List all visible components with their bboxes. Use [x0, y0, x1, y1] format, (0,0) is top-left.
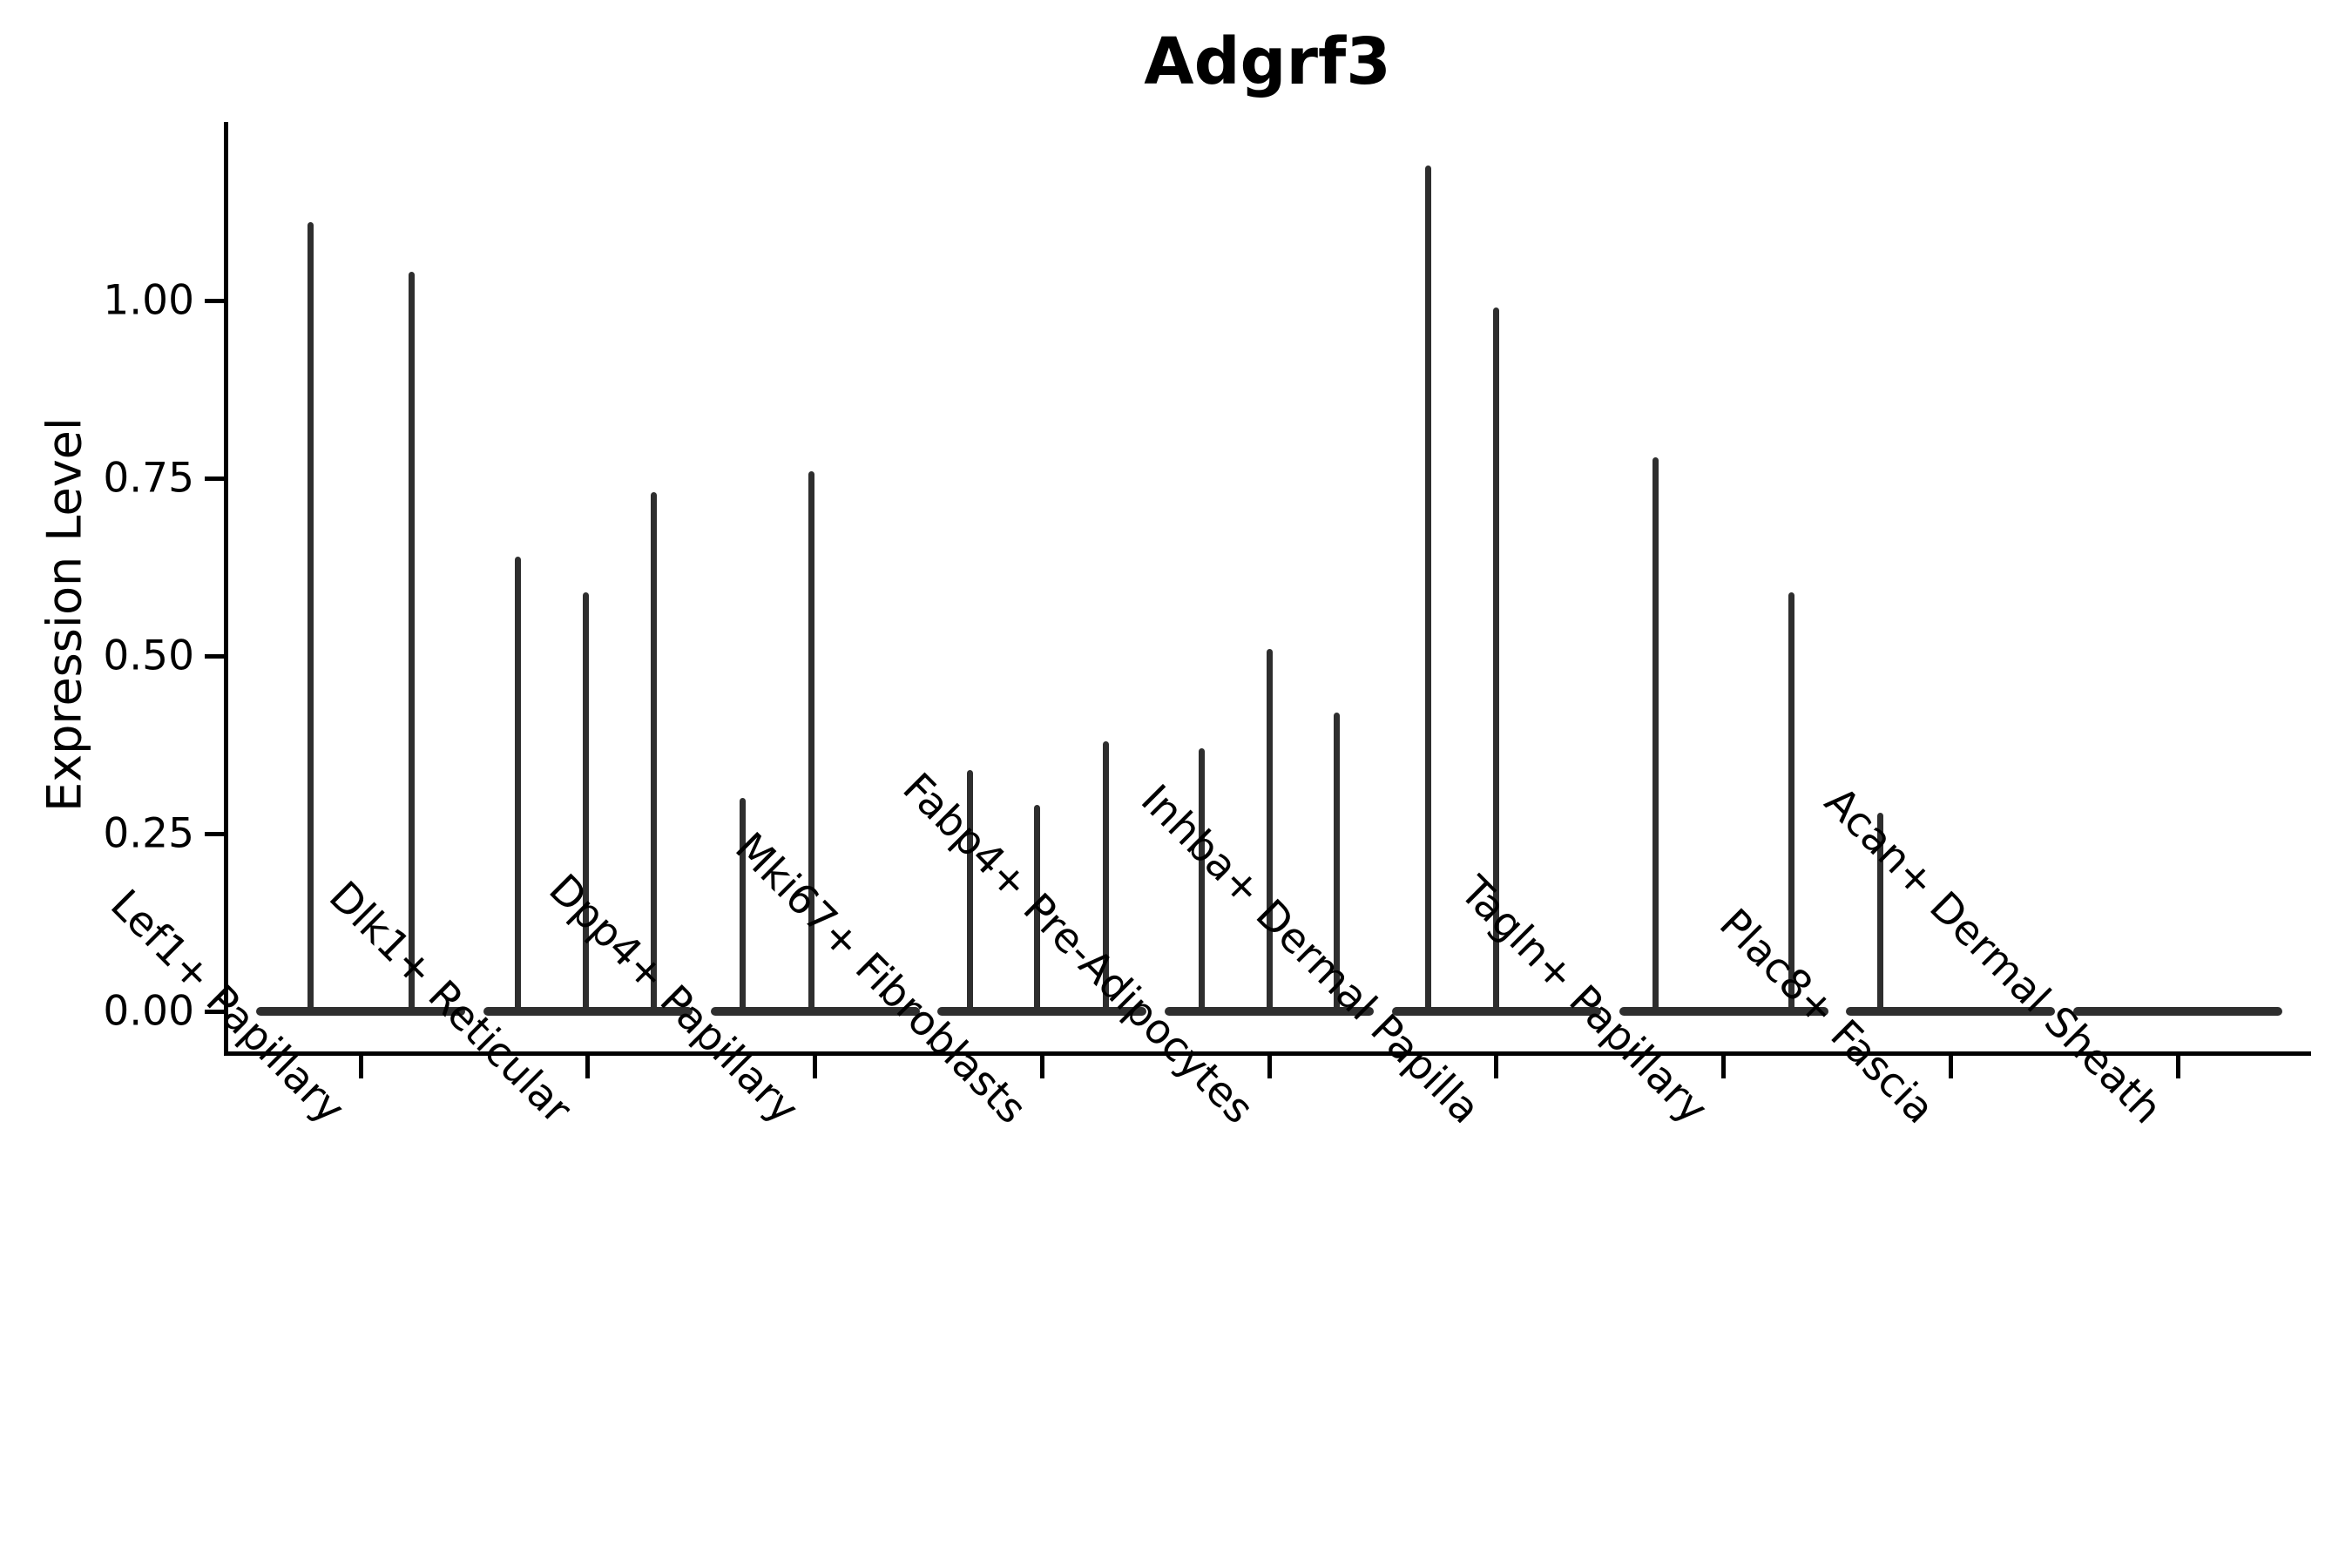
violin-spike — [1033, 805, 1040, 1011]
x-tick-label: Dlk1+ Reticular — [320, 872, 581, 1133]
y-tick — [205, 1009, 226, 1014]
violin-spike — [307, 222, 314, 1011]
violin-spike — [1266, 648, 1273, 1011]
violin-spike — [808, 470, 814, 1011]
x-tick — [1494, 1056, 1499, 1078]
violin-baseline — [710, 1007, 920, 1016]
violin-spike — [651, 492, 658, 1011]
violin-baseline — [937, 1007, 1147, 1016]
x-tick — [2175, 1056, 2180, 1078]
violin-baseline — [1619, 1007, 1828, 1016]
y-tick-label: 1.00 — [103, 276, 194, 325]
x-tick — [1267, 1056, 1272, 1078]
violin-spike — [1333, 713, 1340, 1011]
x-tick — [358, 1056, 363, 1078]
x-tick — [585, 1056, 591, 1078]
violin-baseline — [483, 1007, 693, 1016]
y-axis-spine — [224, 122, 228, 1056]
violin-spike — [1876, 812, 1883, 1011]
chart-title: Adgrf3 — [1144, 24, 1391, 99]
x-tick-label: Plac8+ Fascia — [1710, 899, 1944, 1133]
y-tick-label: 0.25 — [103, 809, 194, 858]
violin-spike — [1198, 748, 1205, 1011]
violin-spike — [1788, 591, 1794, 1011]
violin-baseline — [2073, 1007, 2282, 1016]
x-tick — [813, 1056, 817, 1078]
violin-spike — [583, 591, 590, 1011]
violin-baseline — [1391, 1007, 1601, 1016]
y-tick — [205, 476, 226, 481]
violin-spike — [966, 769, 973, 1011]
violin-spike — [1102, 740, 1109, 1011]
y-tick — [205, 831, 226, 836]
y-tick-label: 0.75 — [103, 454, 194, 503]
y-tick — [205, 298, 226, 303]
x-tick-label: Tagln+ Papillary — [1450, 867, 1717, 1133]
violin-spike — [1425, 165, 1432, 1011]
y-tick-label: 0.00 — [103, 987, 194, 1036]
y-tick — [205, 653, 226, 659]
y-tick-label: 0.50 — [103, 632, 194, 680]
x-tick-label: Dpp4+ Papillary — [539, 865, 808, 1133]
violin-spike — [740, 798, 746, 1011]
x-axis-spine — [224, 1051, 2311, 1056]
x-tick — [1039, 1056, 1044, 1078]
violin-spike — [408, 272, 415, 1011]
violin-baseline — [256, 1007, 465, 1016]
violin-baseline — [1165, 1007, 1374, 1016]
violin-spike — [515, 556, 522, 1011]
x-tick — [1721, 1056, 1726, 1078]
violin-spike — [1652, 456, 1659, 1011]
violin-spike — [1493, 308, 1500, 1011]
x-tick — [1948, 1056, 1953, 1078]
violin-baseline — [1846, 1007, 2056, 1016]
